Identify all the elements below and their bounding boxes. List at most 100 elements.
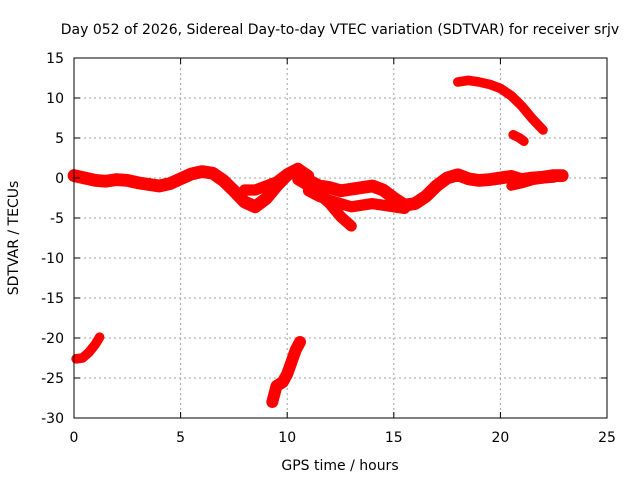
plot-frame [73, 57, 608, 419]
data-point [199, 169, 205, 174]
data-point [530, 116, 535, 122]
data-point [519, 181, 524, 186]
x-tick-label: 5 [176, 430, 185, 446]
data-point [178, 176, 183, 181]
data-point [560, 173, 565, 178]
data-point [253, 187, 258, 193]
ticks: 0 5 10 15 20 25 -30 -25 -20 -15 -10 -5 0 5 10 15 [41, 51, 616, 446]
data-point [327, 198, 332, 203]
data-point [380, 203, 386, 208]
data-point [274, 179, 279, 185]
chart-title: Day 052 of 2026, Sidereal Day-to-day VTE… [61, 22, 619, 38]
data-point [476, 79, 482, 85]
data-point [487, 177, 492, 182]
data-point [93, 342, 98, 347]
data-point [487, 82, 492, 87]
data-point [455, 172, 460, 177]
data-point [189, 171, 194, 177]
data-point [242, 187, 247, 193]
data-point [498, 175, 503, 181]
x-axis-label: GPS time / hours [281, 458, 398, 474]
data-point [338, 201, 343, 206]
data-point [370, 183, 375, 189]
data-point [146, 182, 151, 187]
y-axis-label: SDTVAR / TECUs [6, 181, 22, 296]
data-point [466, 78, 471, 83]
data-point [167, 181, 173, 186]
data-point [86, 350, 92, 355]
data-point [466, 176, 471, 181]
series-early-negative [71, 332, 105, 364]
data-point [73, 356, 79, 361]
data-point [82, 175, 87, 181]
data-point [295, 177, 301, 182]
data-point [476, 178, 482, 183]
data-point [280, 379, 286, 385]
data-point [391, 204, 396, 209]
data-point [270, 399, 275, 405]
data-point [511, 132, 516, 137]
data-point [508, 174, 514, 179]
y-tick-label: 15 [46, 51, 64, 67]
data-point [289, 359, 294, 365]
data-point [80, 355, 85, 361]
data-point [295, 166, 301, 171]
data-point [338, 214, 343, 219]
x-tick-label: 15 [385, 430, 403, 446]
data-point [412, 201, 418, 206]
data-point [221, 178, 226, 183]
series-layer [67, 75, 569, 408]
data-point [359, 185, 364, 190]
data-point [285, 371, 290, 377]
series-mid-branch-middle [302, 185, 411, 214]
x-tick-label: 20 [491, 430, 509, 446]
x-tick-label: 25 [598, 430, 616, 446]
data-point [253, 204, 258, 209]
data-point [423, 194, 428, 199]
x-tick-label: 0 [70, 430, 79, 446]
data-point [317, 194, 322, 199]
data-point [285, 171, 290, 177]
data-point [125, 178, 130, 183]
data-point [293, 347, 298, 353]
data-point [306, 173, 311, 178]
data-point [327, 185, 332, 190]
data-point [349, 223, 354, 229]
y-tick-label: 5 [55, 131, 64, 147]
data-point [297, 339, 303, 345]
data-point [263, 196, 269, 201]
y-tick-label: -15 [41, 291, 64, 307]
data-point [519, 103, 524, 109]
data-point [380, 187, 386, 193]
data-point [402, 206, 407, 211]
data-point [306, 188, 311, 193]
y-tick-label: -30 [41, 411, 64, 427]
y-tick-label: -5 [50, 211, 64, 227]
data-point [242, 199, 247, 205]
data-point [540, 127, 546, 133]
data-point [349, 187, 354, 192]
data-point [530, 178, 535, 183]
data-point [444, 175, 450, 181]
data-point [359, 203, 364, 208]
data-point [97, 335, 102, 340]
data-point [508, 183, 514, 189]
data-point [498, 86, 503, 91]
x-tick-label: 10 [278, 430, 296, 446]
data-point [370, 201, 375, 206]
y-tick-label: -20 [41, 331, 64, 347]
data-point [103, 179, 109, 184]
y-tick-label: -10 [41, 251, 64, 267]
data-point [508, 93, 514, 98]
y-tick-label: -25 [41, 371, 64, 387]
data-point [391, 195, 396, 201]
data-point [135, 180, 141, 185]
y-tick-label: 0 [55, 171, 64, 187]
data-point [210, 171, 215, 176]
data-point [114, 177, 119, 182]
data-point [540, 176, 546, 181]
data-point [521, 139, 527, 144]
data-point [157, 183, 162, 189]
data-point [455, 79, 460, 85]
